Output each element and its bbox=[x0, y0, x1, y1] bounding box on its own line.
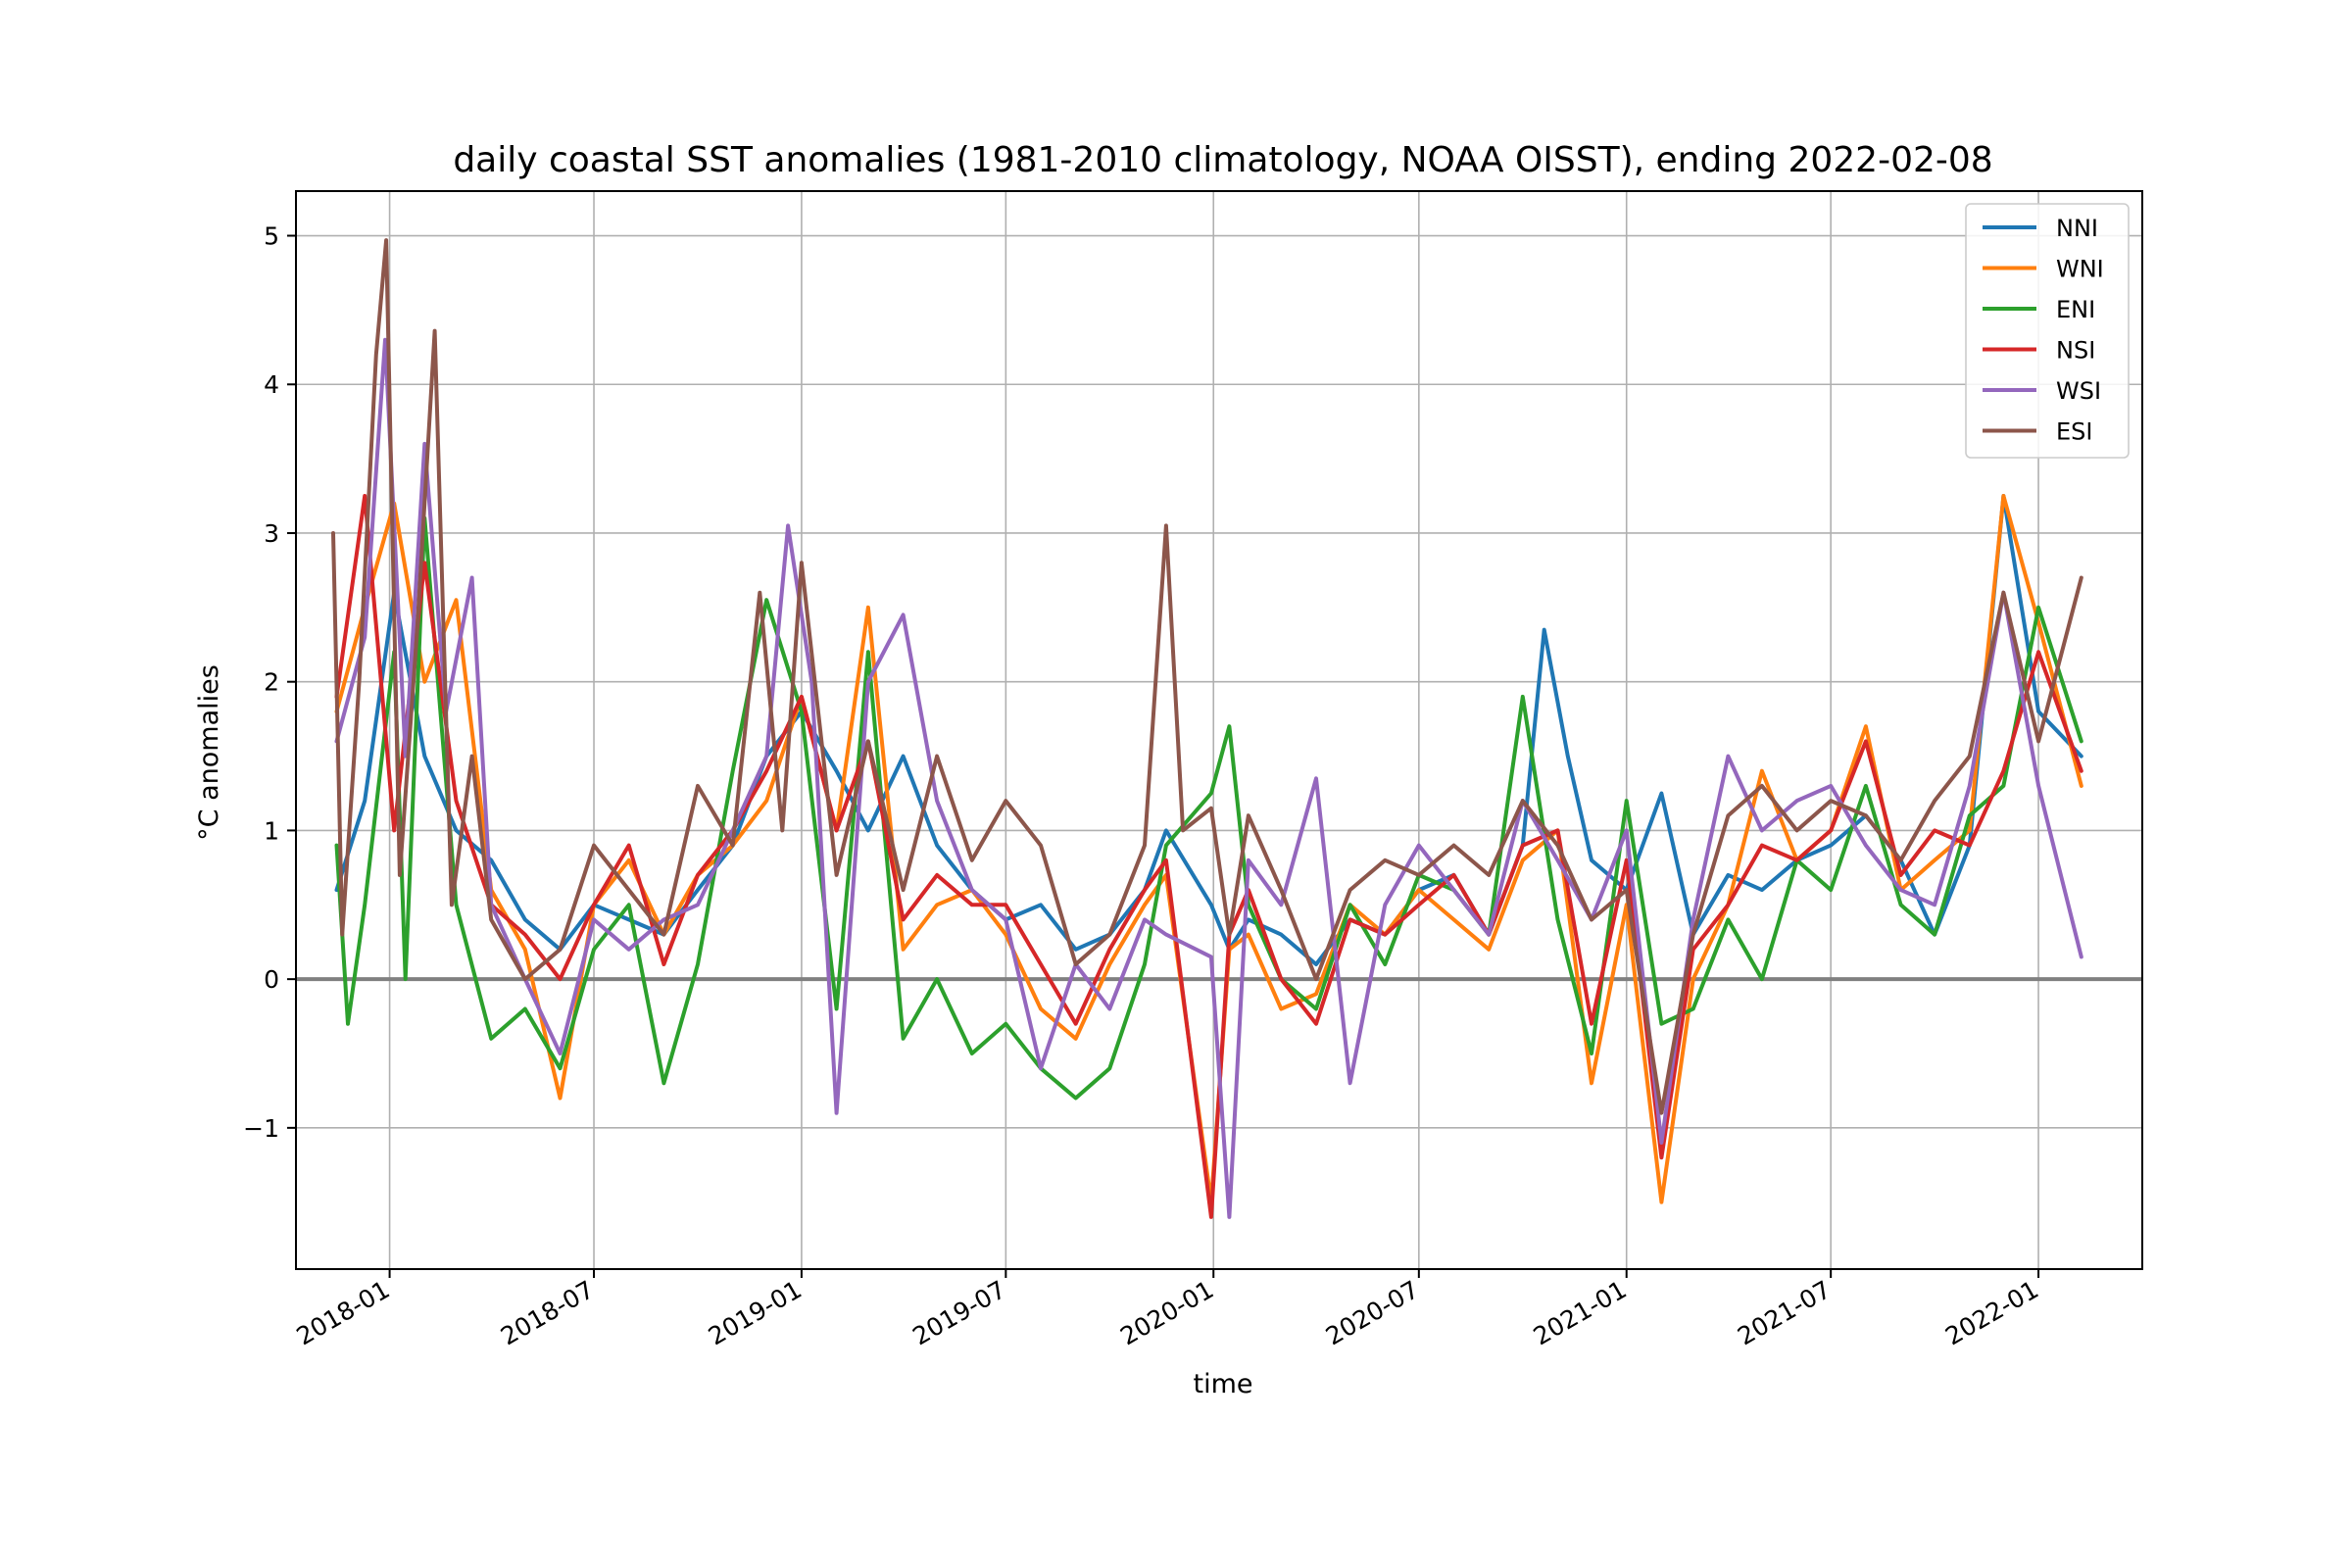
y-tick-label: 2 bbox=[264, 668, 279, 697]
y-axis-label: °C anomalies bbox=[194, 664, 224, 841]
legend-label-nni: NNI bbox=[2056, 215, 2098, 242]
legend-box bbox=[1965, 203, 2130, 459]
legend-label-wni: WNI bbox=[2056, 256, 2104, 283]
legend-label-nsi: NSI bbox=[2056, 337, 2095, 365]
legend-label-wsi: WSI bbox=[2056, 377, 2101, 405]
axes-frame bbox=[295, 190, 2143, 1270]
x-axis-label: time bbox=[1193, 1369, 1252, 1399]
y-tick-label: −1 bbox=[243, 1114, 279, 1143]
series-line-eni bbox=[334, 515, 2083, 1101]
y-tick-label: 3 bbox=[264, 519, 279, 548]
series-line-wsi bbox=[334, 337, 2083, 1219]
legend-label-esi: ESI bbox=[2056, 418, 2092, 446]
chart-title: daily coastal SST anomalies (1981-2010 c… bbox=[453, 140, 1992, 180]
y-tick-label: 4 bbox=[264, 370, 279, 399]
series-line-esi bbox=[331, 238, 2083, 1115]
plot-area bbox=[296, 238, 2142, 1219]
legend: NNI WNI ENI NSI WSI ESI bbox=[1965, 203, 2130, 459]
y-tick-label: 1 bbox=[264, 816, 279, 845]
y-tick-label: 5 bbox=[264, 222, 279, 251]
series-line-nsi bbox=[334, 494, 2083, 1219]
legend-label-eni: ENI bbox=[2056, 296, 2095, 323]
series-line-nni bbox=[334, 494, 2083, 966]
y-tick-label: 0 bbox=[264, 965, 279, 994]
